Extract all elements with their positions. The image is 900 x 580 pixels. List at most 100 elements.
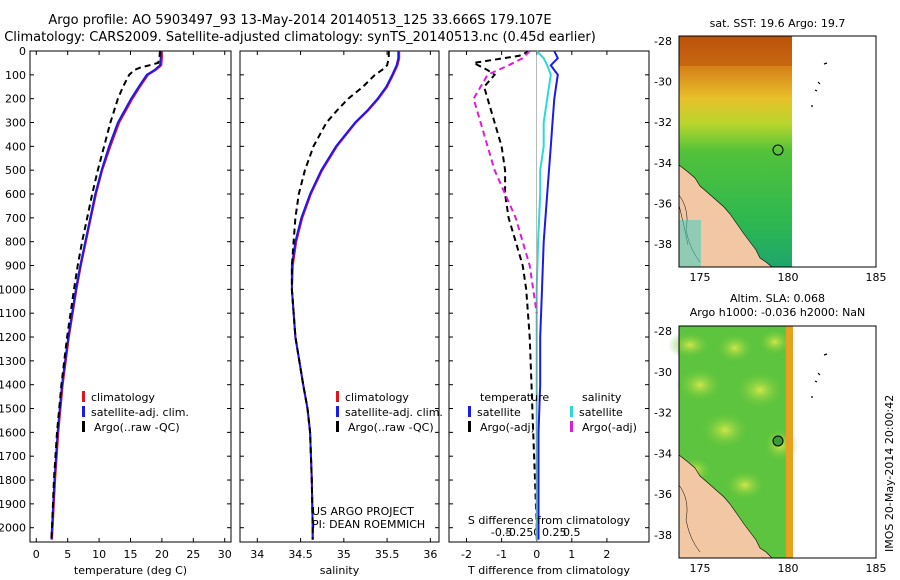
map-x-tick-label: 185 — [866, 271, 887, 284]
sla-map — [668, 325, 877, 559]
map-y-tick-label: -34 — [654, 157, 672, 170]
x-tick-label: 25 — [186, 548, 200, 561]
s-tick-label: -0.5 — [491, 526, 512, 539]
y-tick-label: 800 — [5, 236, 26, 249]
y-tick-label: 1500 — [0, 403, 26, 416]
chart-subtitle: Climatology: CARS2009. Satellite-adjuste… — [4, 30, 596, 45]
legend-satellite-adj: satellite-adj. clim. — [345, 406, 443, 419]
map-y-tick-label: -38 — [654, 529, 672, 542]
legend-title-temperature: temperature — [480, 391, 550, 404]
y-tick-label: 1800 — [0, 474, 26, 487]
salinity-axis-label: salinity — [319, 564, 360, 577]
argo-location-marker — [772, 144, 784, 156]
difference-legend-salinity: salinity satellite Argo(-adj) — [570, 390, 637, 435]
x-tick-label: 10 — [92, 548, 106, 561]
y-tick-label: 1900 — [0, 498, 26, 511]
legend-t-argo: Argo(-adj) — [480, 421, 535, 434]
x-tick-label: 2 — [603, 548, 610, 561]
s-tick-label: 0.5 — [563, 526, 581, 539]
legend-climatology: climatology — [345, 391, 409, 404]
y-tick-label: 0 — [19, 45, 26, 58]
y-tick-label: 400 — [5, 140, 26, 153]
legend-s-argo: Argo(-adj) — [582, 421, 637, 434]
project-annotation: US ARGO PROJECT PI: DEAN ROEMMICH — [312, 505, 425, 531]
x-tick-label: 1 — [568, 548, 575, 561]
x-tick-label: 35.5 — [375, 548, 400, 561]
y-tick-label: 200 — [5, 93, 26, 106]
difference-legend-temperature: temperature satellite Argo(-adj) — [468, 390, 549, 435]
map-y-tick-label: -36 — [654, 488, 672, 501]
map-x-tick-label: 185 — [866, 562, 887, 575]
map-y-tick-label: -36 — [654, 197, 672, 210]
s-tick-label: -0.25 — [505, 526, 533, 539]
x-tick-label: -1 — [496, 548, 507, 561]
map-x-tick-label: 180 — [778, 271, 799, 284]
temperature-panel-frame — [29, 50, 232, 543]
series-t-satellite — [537, 50, 560, 540]
series-argo — [50, 50, 161, 540]
legend-argo: Argo(..raw -QC) — [348, 421, 434, 434]
map-y-tick-label: -38 — [654, 238, 672, 251]
map-y-tick-label: -28 — [654, 325, 672, 338]
y-tick-label: 2000 — [0, 522, 26, 535]
series-argo — [290, 51, 390, 540]
temperature-legend: climatology satellite-adj. clim. Argo(..… — [82, 390, 189, 435]
legend-argo: Argo(..raw -QC) — [94, 421, 180, 434]
imos-timestamp: IMOS 20-May-2014 20:00:42 — [883, 394, 896, 552]
s-tick-label: 0.25 — [542, 526, 567, 539]
x-tick-label: 15 — [124, 548, 138, 561]
legend-climatology: climatology — [91, 391, 155, 404]
y-tick-label: 1000 — [0, 283, 26, 296]
x-tick-label: -2 — [461, 548, 472, 561]
t-difference-axis-label: T difference from climatology — [468, 564, 630, 577]
s-difference-axis-label: S difference from climatology — [467, 514, 631, 527]
y-tick-label: 1600 — [0, 426, 26, 439]
map-y-tick-label: -30 — [654, 366, 672, 379]
sst-map-title: sat. SST: 19.6 Argo: 19.7 — [709, 17, 846, 30]
series-satellite-adj — [290, 51, 400, 540]
project-line: US ARGO PROJECT — [312, 505, 414, 518]
x-tick-label: 36 — [423, 548, 437, 561]
x-tick-label: 34.5 — [288, 548, 313, 561]
map-x-tick-label: 175 — [690, 271, 711, 284]
y-tick-label: 900 — [5, 260, 26, 273]
y-tick-label: 700 — [5, 212, 26, 225]
x-tick-label: 35 — [337, 548, 351, 561]
series-climatology — [290, 51, 401, 540]
y-tick-label: 600 — [5, 188, 26, 201]
x-tick-label: 0 — [533, 548, 540, 561]
map-y-tick-label: -30 — [654, 76, 672, 89]
map-y-tick-label: -32 — [654, 116, 672, 129]
y-tick-label: 1400 — [0, 379, 26, 392]
pi-line: PI: DEAN ROEMMICH — [312, 518, 426, 531]
series-satellite-adj — [50, 50, 163, 540]
sla-map-title-line2: Argo h1000: -0.036 h2000: NaN — [689, 306, 866, 319]
legend-satellite-adj: satellite-adj. clim. — [91, 406, 189, 419]
map-x-tick-label: 180 — [778, 562, 799, 575]
series-t-argo — [470, 50, 538, 540]
legend-s-satellite: satellite — [579, 406, 623, 419]
y-tick-label: 500 — [5, 164, 26, 177]
map-y-tick-label: -34 — [654, 447, 672, 460]
map-y-tick-label: -32 — [654, 407, 672, 420]
chart-title: Argo profile: AO 5903497_93 13-May-2014 … — [48, 13, 552, 28]
y-tick-label: 100 — [5, 69, 26, 82]
series-climatology — [51, 51, 163, 540]
y-tick-label: 1100 — [0, 307, 26, 320]
salinity-panel-frame — [239, 50, 440, 543]
y-tick-label: 1700 — [0, 450, 26, 463]
sla-map-title-line1: Altim. SLA: 0.068 — [729, 292, 826, 305]
y-tick-label: 1300 — [0, 355, 26, 368]
x-tick-label: 30 — [218, 548, 232, 561]
y-tick-label: 1200 — [0, 331, 26, 344]
x-tick-label: 34 — [250, 548, 264, 561]
legend-t-satellite: satellite — [477, 406, 521, 419]
map-x-tick-label: 175 — [690, 562, 711, 575]
y-tick-label: 300 — [5, 117, 26, 130]
salinity-legend: climatology satellite-adj. clim. Argo(..… — [336, 390, 443, 435]
x-tick-label: 0 — [33, 548, 40, 561]
x-tick-label: 5 — [64, 548, 71, 561]
difference-panel-frame — [448, 50, 650, 543]
map-y-tick-label: -28 — [654, 35, 672, 48]
